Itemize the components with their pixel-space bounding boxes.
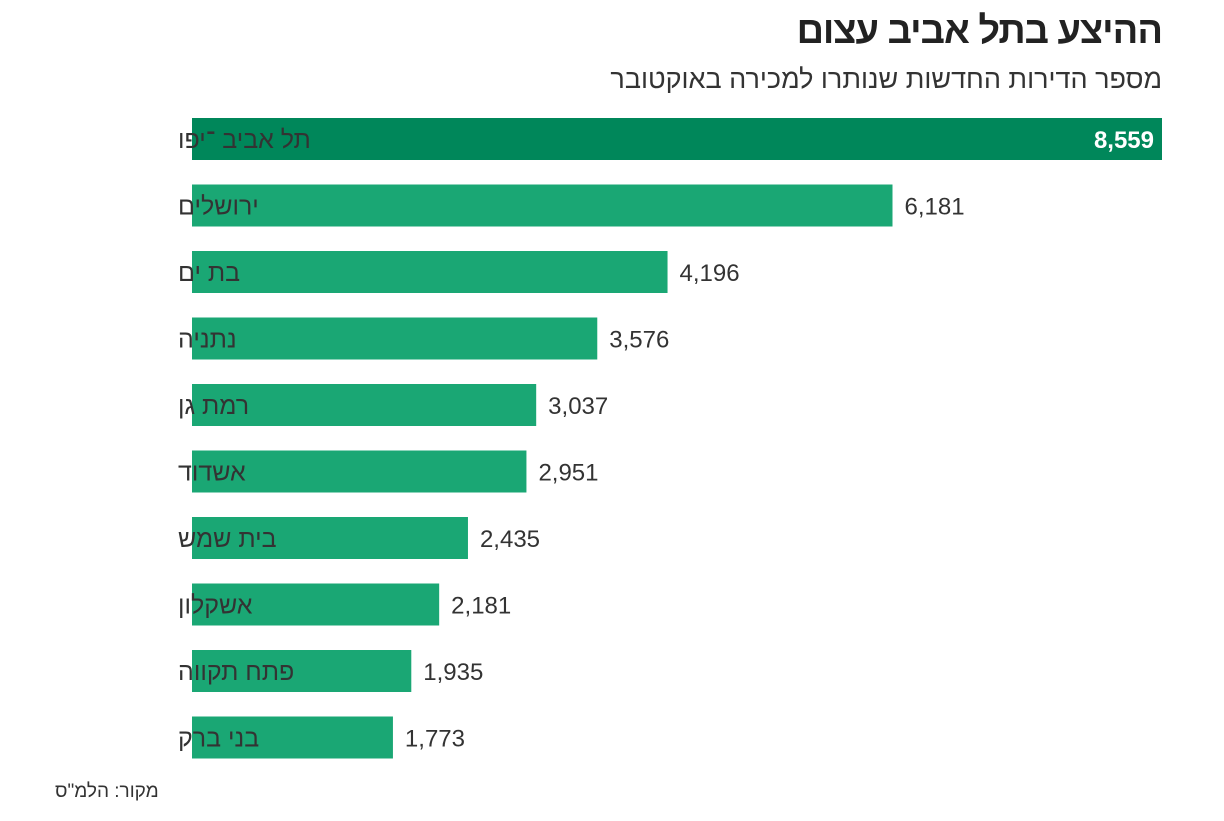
value-label: 3,037 xyxy=(548,393,608,420)
bar xyxy=(192,583,440,626)
category-label: ירושלים xyxy=(178,193,259,221)
category-label: נתניה xyxy=(178,326,237,354)
value-label: 8,559 xyxy=(1094,127,1154,154)
value-label: 6,181 xyxy=(904,194,964,221)
bar xyxy=(192,118,1162,160)
category-label: פתח תקווה xyxy=(178,658,294,686)
value-label: 2,951 xyxy=(538,460,598,487)
bar xyxy=(192,251,668,293)
bar xyxy=(192,517,468,559)
category-label: בת ים xyxy=(178,259,240,287)
bar xyxy=(192,650,412,692)
category-label: בית שמש xyxy=(178,525,277,553)
category-label: אשדוד xyxy=(178,459,246,487)
bar xyxy=(192,450,527,493)
bar xyxy=(192,317,598,360)
bar xyxy=(192,384,537,426)
value-label: 3,576 xyxy=(609,327,669,354)
category-label: רמת גן xyxy=(178,392,249,420)
chart-title: ההיצע בתל אביב עצום xyxy=(796,10,1163,52)
value-label: 4,196 xyxy=(680,260,740,287)
chart-subtitle: מספר הדירות החדשות שנותרו למכירה באוקטוב… xyxy=(610,64,1162,94)
category-label: אשקלון xyxy=(178,592,253,620)
category-label: בני ברק xyxy=(178,725,259,753)
value-label: 2,435 xyxy=(480,526,540,553)
category-label: תל אביב ־יפו xyxy=(178,126,311,154)
value-label: 1,935 xyxy=(423,659,483,686)
bar xyxy=(192,184,893,227)
source-note: מקור: הלמ"ס xyxy=(55,781,159,802)
value-label: 1,773 xyxy=(405,726,465,753)
value-label: 2,181 xyxy=(451,593,511,620)
bar xyxy=(192,716,393,759)
